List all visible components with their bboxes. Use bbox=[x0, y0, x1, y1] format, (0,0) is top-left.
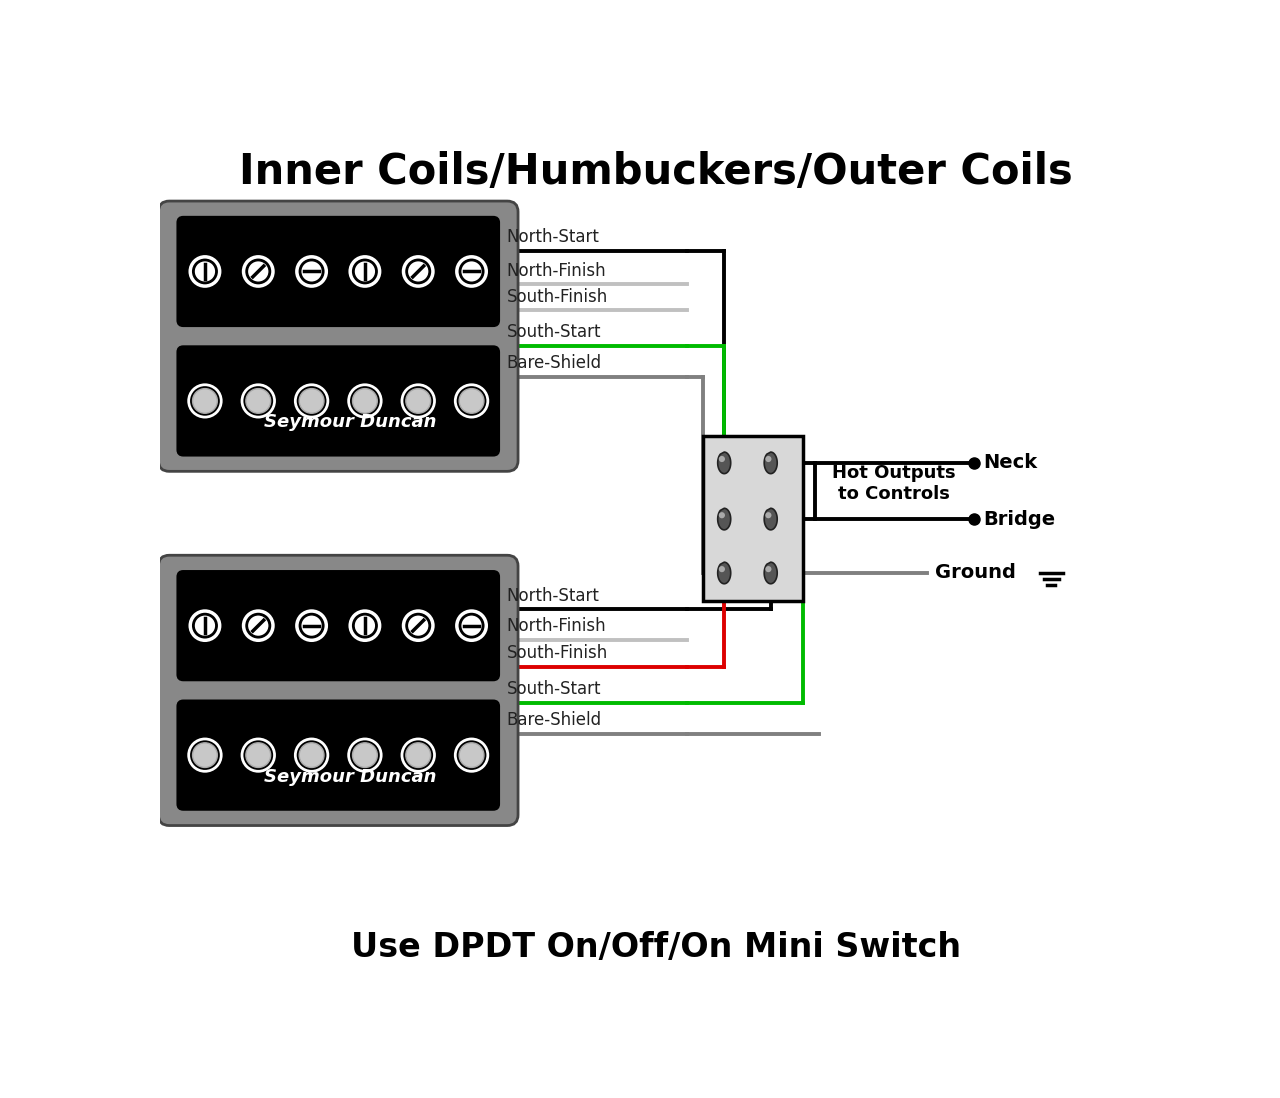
Bar bbox=[703, 436, 804, 602]
Polygon shape bbox=[764, 562, 777, 584]
Circle shape bbox=[243, 257, 273, 287]
Circle shape bbox=[355, 615, 376, 637]
Circle shape bbox=[406, 743, 430, 768]
Circle shape bbox=[352, 389, 378, 413]
Circle shape bbox=[456, 739, 488, 771]
Text: Bridge: Bridge bbox=[983, 509, 1055, 528]
Circle shape bbox=[300, 743, 324, 768]
Circle shape bbox=[460, 389, 484, 413]
Polygon shape bbox=[718, 508, 731, 530]
Circle shape bbox=[192, 389, 218, 413]
Circle shape bbox=[192, 743, 218, 768]
Circle shape bbox=[402, 384, 434, 417]
Circle shape bbox=[457, 610, 486, 640]
Circle shape bbox=[246, 743, 270, 768]
Circle shape bbox=[457, 257, 486, 287]
Circle shape bbox=[301, 260, 323, 282]
Circle shape bbox=[765, 456, 772, 462]
Text: Ground: Ground bbox=[934, 563, 1016, 582]
Circle shape bbox=[188, 384, 221, 417]
Circle shape bbox=[348, 384, 381, 417]
Circle shape bbox=[246, 389, 270, 413]
Text: Use DPDT On/Off/On Mini Switch: Use DPDT On/Off/On Mini Switch bbox=[351, 931, 961, 964]
Polygon shape bbox=[718, 452, 731, 473]
Polygon shape bbox=[764, 452, 777, 473]
Text: North-Start: North-Start bbox=[507, 586, 599, 605]
Circle shape bbox=[301, 615, 323, 637]
Circle shape bbox=[188, 739, 221, 771]
Circle shape bbox=[403, 257, 433, 287]
Text: Inner Coils/Humbuckers/Outer Coils: Inner Coils/Humbuckers/Outer Coils bbox=[239, 150, 1073, 193]
Circle shape bbox=[461, 260, 483, 282]
Text: North-Finish: North-Finish bbox=[507, 261, 605, 280]
FancyBboxPatch shape bbox=[178, 347, 499, 456]
Text: Seymour Duncan: Seymour Duncan bbox=[264, 768, 436, 786]
Text: Bare-Shield: Bare-Shield bbox=[507, 712, 602, 729]
Circle shape bbox=[407, 260, 429, 282]
Circle shape bbox=[406, 389, 430, 413]
FancyBboxPatch shape bbox=[178, 571, 499, 680]
Circle shape bbox=[348, 739, 381, 771]
Circle shape bbox=[719, 456, 724, 462]
Circle shape bbox=[296, 739, 328, 771]
FancyBboxPatch shape bbox=[159, 201, 518, 471]
FancyBboxPatch shape bbox=[178, 217, 499, 326]
Circle shape bbox=[297, 610, 326, 640]
Circle shape bbox=[460, 743, 484, 768]
Text: Bare-Shield: Bare-Shield bbox=[507, 354, 602, 372]
Circle shape bbox=[242, 384, 274, 417]
Circle shape bbox=[247, 260, 269, 282]
Circle shape bbox=[719, 567, 724, 572]
Circle shape bbox=[297, 257, 326, 287]
Text: South-Finish: South-Finish bbox=[507, 288, 608, 305]
Text: North-Start: North-Start bbox=[507, 228, 599, 246]
Circle shape bbox=[351, 610, 380, 640]
Text: South-Start: South-Start bbox=[507, 681, 600, 698]
Circle shape bbox=[407, 615, 429, 637]
Text: South-Finish: South-Finish bbox=[507, 645, 608, 662]
Circle shape bbox=[247, 615, 269, 637]
Polygon shape bbox=[764, 508, 777, 530]
Polygon shape bbox=[718, 562, 731, 584]
Circle shape bbox=[403, 610, 433, 640]
Circle shape bbox=[765, 567, 772, 572]
Circle shape bbox=[351, 257, 380, 287]
Circle shape bbox=[300, 389, 324, 413]
Circle shape bbox=[352, 743, 378, 768]
Circle shape bbox=[402, 739, 434, 771]
Text: Neck: Neck bbox=[983, 453, 1037, 472]
Circle shape bbox=[242, 739, 274, 771]
Circle shape bbox=[195, 615, 216, 637]
Text: Hot Outputs
to Controls: Hot Outputs to Controls bbox=[832, 463, 956, 503]
Circle shape bbox=[191, 257, 220, 287]
Circle shape bbox=[195, 260, 216, 282]
Circle shape bbox=[719, 512, 724, 518]
FancyBboxPatch shape bbox=[159, 556, 518, 826]
Circle shape bbox=[355, 260, 376, 282]
Circle shape bbox=[456, 384, 488, 417]
Circle shape bbox=[296, 384, 328, 417]
Circle shape bbox=[461, 615, 483, 637]
Text: North-Finish: North-Finish bbox=[507, 617, 605, 636]
Circle shape bbox=[243, 610, 273, 640]
Text: South-Start: South-Start bbox=[507, 323, 600, 341]
Circle shape bbox=[765, 512, 772, 518]
Text: Seymour Duncan: Seymour Duncan bbox=[264, 414, 436, 432]
FancyBboxPatch shape bbox=[178, 701, 499, 809]
Circle shape bbox=[191, 610, 220, 640]
